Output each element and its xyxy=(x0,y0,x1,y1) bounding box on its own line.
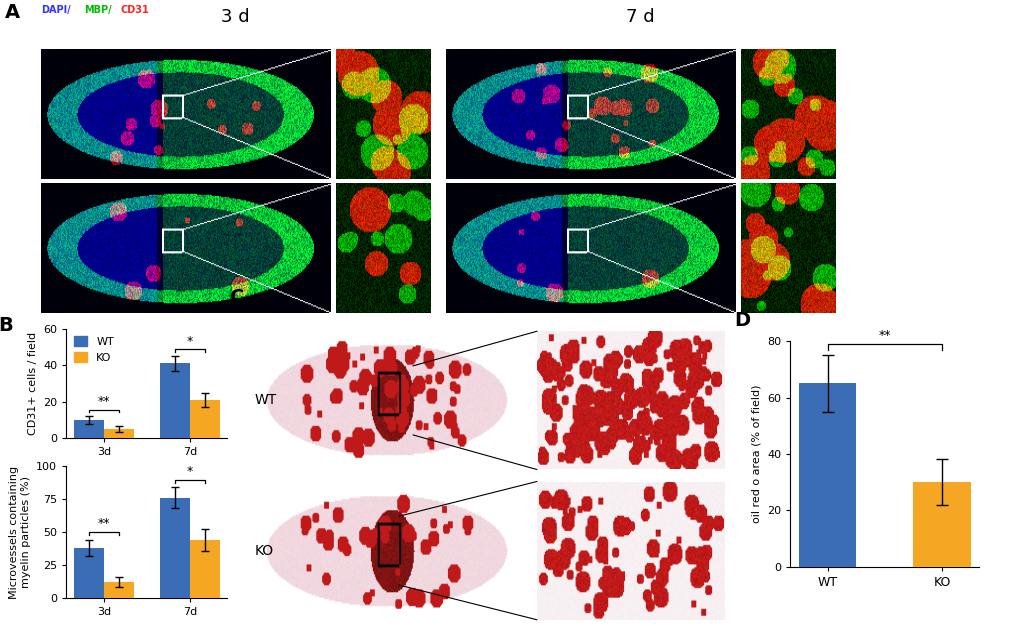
Text: B: B xyxy=(0,316,13,334)
Bar xyxy=(104,429,133,438)
Text: **: ** xyxy=(98,395,110,408)
Text: 3 d: 3 d xyxy=(221,8,250,26)
Legend: WT, KO: WT, KO xyxy=(71,334,116,365)
Bar xyxy=(798,383,855,567)
Text: CD31: CD31 xyxy=(120,4,149,14)
Text: WT: WT xyxy=(6,106,31,121)
Text: *: * xyxy=(186,464,193,478)
Bar xyxy=(190,400,220,438)
Text: C: C xyxy=(230,288,245,307)
Y-axis label: CD31+ cells / field: CD31+ cells / field xyxy=(28,332,38,435)
Bar xyxy=(73,420,104,438)
Bar xyxy=(160,498,190,598)
Bar xyxy=(104,582,133,598)
Text: KO: KO xyxy=(255,543,274,558)
Text: WT: WT xyxy=(255,393,277,408)
Text: MBP/: MBP/ xyxy=(84,4,111,14)
Text: KO: KO xyxy=(8,240,29,255)
Text: **: ** xyxy=(98,517,110,530)
Bar xyxy=(160,363,190,438)
Text: D: D xyxy=(734,311,749,330)
Text: *: * xyxy=(186,335,193,348)
Text: 7 d: 7 d xyxy=(626,8,654,26)
Y-axis label: oil red o area (% of field): oil red o area (% of field) xyxy=(751,384,761,523)
Text: A: A xyxy=(5,3,20,22)
Bar xyxy=(73,548,104,598)
Text: DAPI/: DAPI/ xyxy=(41,4,70,14)
Y-axis label: Microvessels containing
myelin particles (%): Microvessels containing myelin particles… xyxy=(9,466,31,598)
Text: **: ** xyxy=(877,329,891,342)
Bar xyxy=(190,540,220,598)
Bar xyxy=(913,482,970,567)
